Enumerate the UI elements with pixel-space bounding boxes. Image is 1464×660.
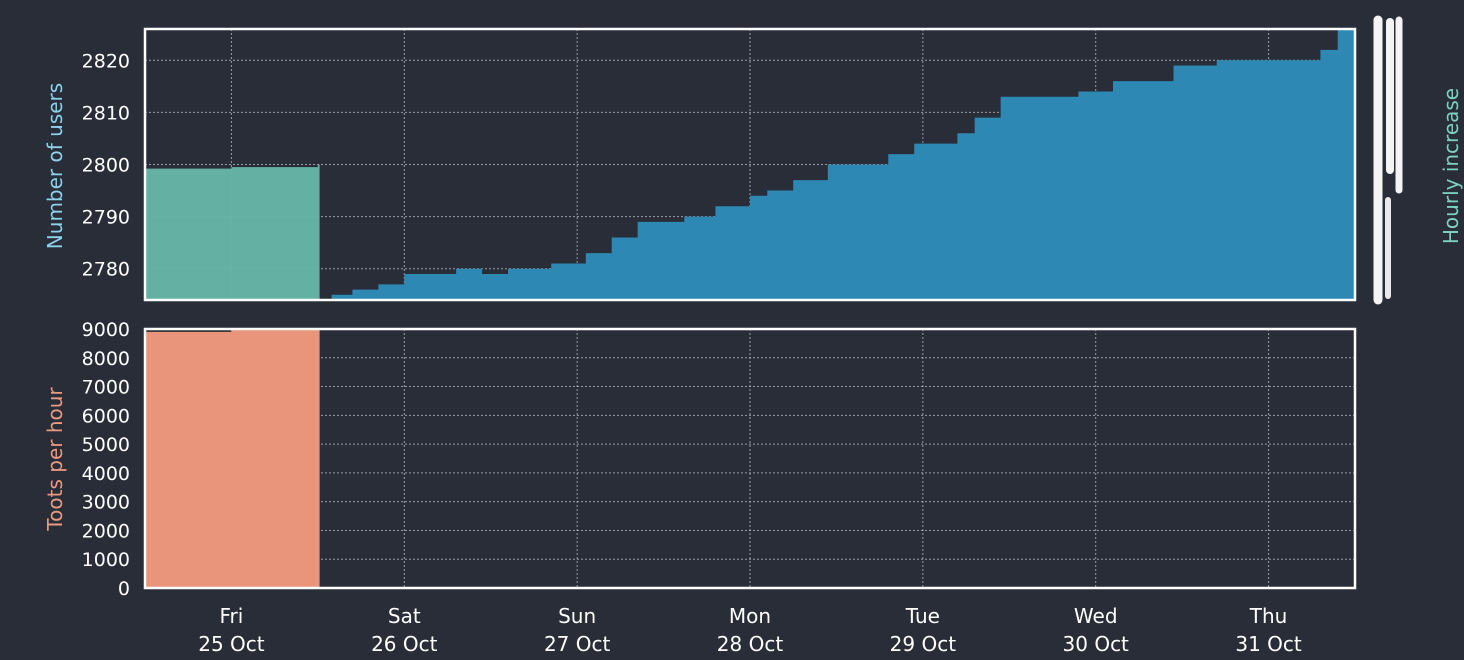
x-tick-date: 30 Oct [1063, 632, 1130, 656]
x-tick-day: Fri [220, 604, 244, 628]
x-tick-day: Mon [729, 604, 771, 628]
users-panel-frame [143, 27, 1357, 302]
right-axis-scribble [1373, 15, 1403, 305]
hourly-increase-axis-label: Hourly increase [1439, 88, 1463, 244]
y-tick-label: 8000 [82, 348, 130, 370]
area-hourly-increase [145, 164, 320, 300]
y-tick-label: 9000 [82, 319, 130, 341]
x-tick-date: 25 Oct [198, 632, 265, 656]
area-toots-per-hour [145, 329, 320, 588]
y-tick-label: 2820 [82, 50, 130, 72]
y-tick-label: 2780 [82, 259, 130, 281]
x-tick-day: Wed [1074, 604, 1118, 628]
users-axis-label: Number of users [43, 83, 67, 249]
x-tick-date: 26 Oct [371, 632, 438, 656]
data-layer [145, 29, 1356, 588]
x-tick-date: 28 Oct [717, 632, 784, 656]
y-tick-label: 2790 [82, 207, 130, 229]
text-layer: Number of users Hourly increase Toots pe… [43, 50, 1463, 656]
x-tick-day: Tue [905, 604, 940, 628]
area-number-of-users [331, 29, 1356, 300]
y-tick-label: 2810 [82, 102, 130, 124]
toots-panel-frame [143, 327, 1357, 590]
x-tick-date: 27 Oct [544, 632, 611, 656]
y-tick-label: 7000 [82, 377, 130, 399]
y-tick-label: 4000 [82, 463, 130, 485]
x-tick-day: Thu [1249, 604, 1288, 628]
x-tick-date: 29 Oct [890, 632, 957, 656]
frame-layer [143, 27, 1357, 590]
y-tick-label: 1000 [82, 549, 130, 571]
y-tick-label: 2800 [82, 155, 130, 177]
y-tick-label: 2000 [82, 520, 130, 542]
y-tick-label: 0 [118, 578, 130, 600]
x-tick-day: Sat [388, 604, 421, 628]
x-tick-date: 31 Oct [1235, 632, 1302, 656]
y-tick-label: 6000 [82, 405, 130, 427]
toots-axis-label: Toots per hour [43, 387, 67, 532]
y-tick-label: 3000 [82, 492, 130, 514]
y-tick-label: 5000 [82, 434, 130, 456]
x-tick-day: Sun [558, 604, 596, 628]
